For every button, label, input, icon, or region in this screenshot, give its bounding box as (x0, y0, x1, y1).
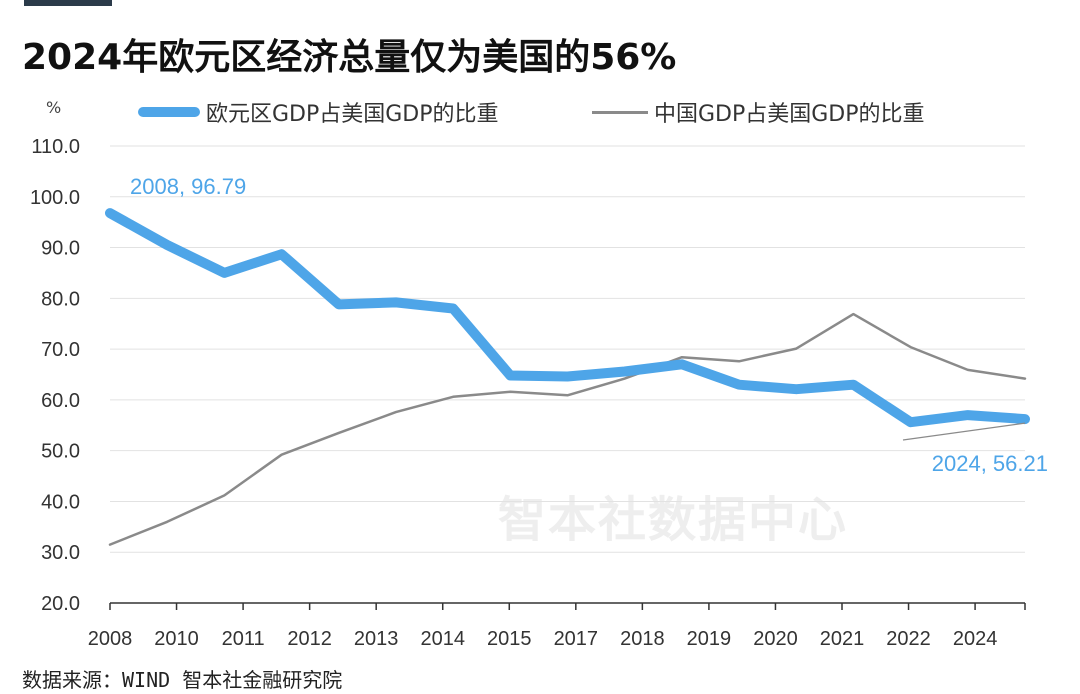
y-tick-label: 90.0 (41, 238, 80, 260)
y-tick-label: 20.0 (41, 593, 80, 615)
x-tick-label: 2019 (687, 628, 732, 650)
x-tick-label: 2013 (354, 628, 399, 650)
series-line-eurozone (105, 208, 1030, 428)
series-line-china (108, 312, 1027, 546)
legend-item-china: 中国GDP占美国GDP的比重 (592, 96, 925, 128)
legend-item-eurozone: 欧元区GDP占美国GDP的比重 (138, 96, 499, 128)
y-tick-label: 100.0 (30, 187, 80, 209)
y-tick-label: 80.0 (41, 288, 80, 310)
data-label-2008: 2008, 96.79 (130, 174, 246, 199)
y-tick-label: 70.0 (41, 339, 80, 361)
data-label-2024: 2024, 56.21 (932, 451, 1048, 476)
x-tick-label: 2014 (420, 628, 465, 650)
header-accent-bar (24, 0, 112, 6)
x-tick-label: 2011 (222, 628, 265, 650)
x-tick-label: 2017 (554, 628, 599, 650)
legend-label-china: 中国GDP占美国GDP的比重 (654, 102, 925, 127)
x-tick-label: 2012 (287, 628, 332, 650)
data-source: 数据来源：WIND 智本社金融研究院 (22, 668, 343, 692)
chart-title: 2024年欧元区经济总量仅为美国的56% (22, 37, 677, 78)
legend-label-eurozone: 欧元区GDP占美国GDP的比重 (206, 102, 499, 127)
x-tick-label: 2015 (487, 628, 532, 650)
x-tick-label: 2024 (953, 628, 998, 650)
annotation-leader-line (902, 422, 1026, 441)
y-axis-unit: % (46, 98, 62, 117)
x-tick-label: 2022 (886, 628, 931, 650)
y-tick-label: 60.0 (41, 390, 80, 412)
y-tick-label: 50.0 (41, 441, 80, 463)
legend-swatch-eurozone (138, 107, 200, 117)
y-tick-label: 40.0 (41, 491, 80, 513)
x-tick-label: 2020 (753, 628, 798, 650)
x-tick-label: 2010 (154, 628, 199, 650)
legend-swatch-china (592, 110, 648, 114)
x-tick-label: 2008 (88, 628, 133, 650)
x-tick-label: 2021 (820, 628, 865, 650)
y-tick-label: 30.0 (41, 542, 80, 564)
x-tick-label: 2018 (620, 628, 665, 650)
y-tick-label: 110.0 (31, 136, 80, 158)
